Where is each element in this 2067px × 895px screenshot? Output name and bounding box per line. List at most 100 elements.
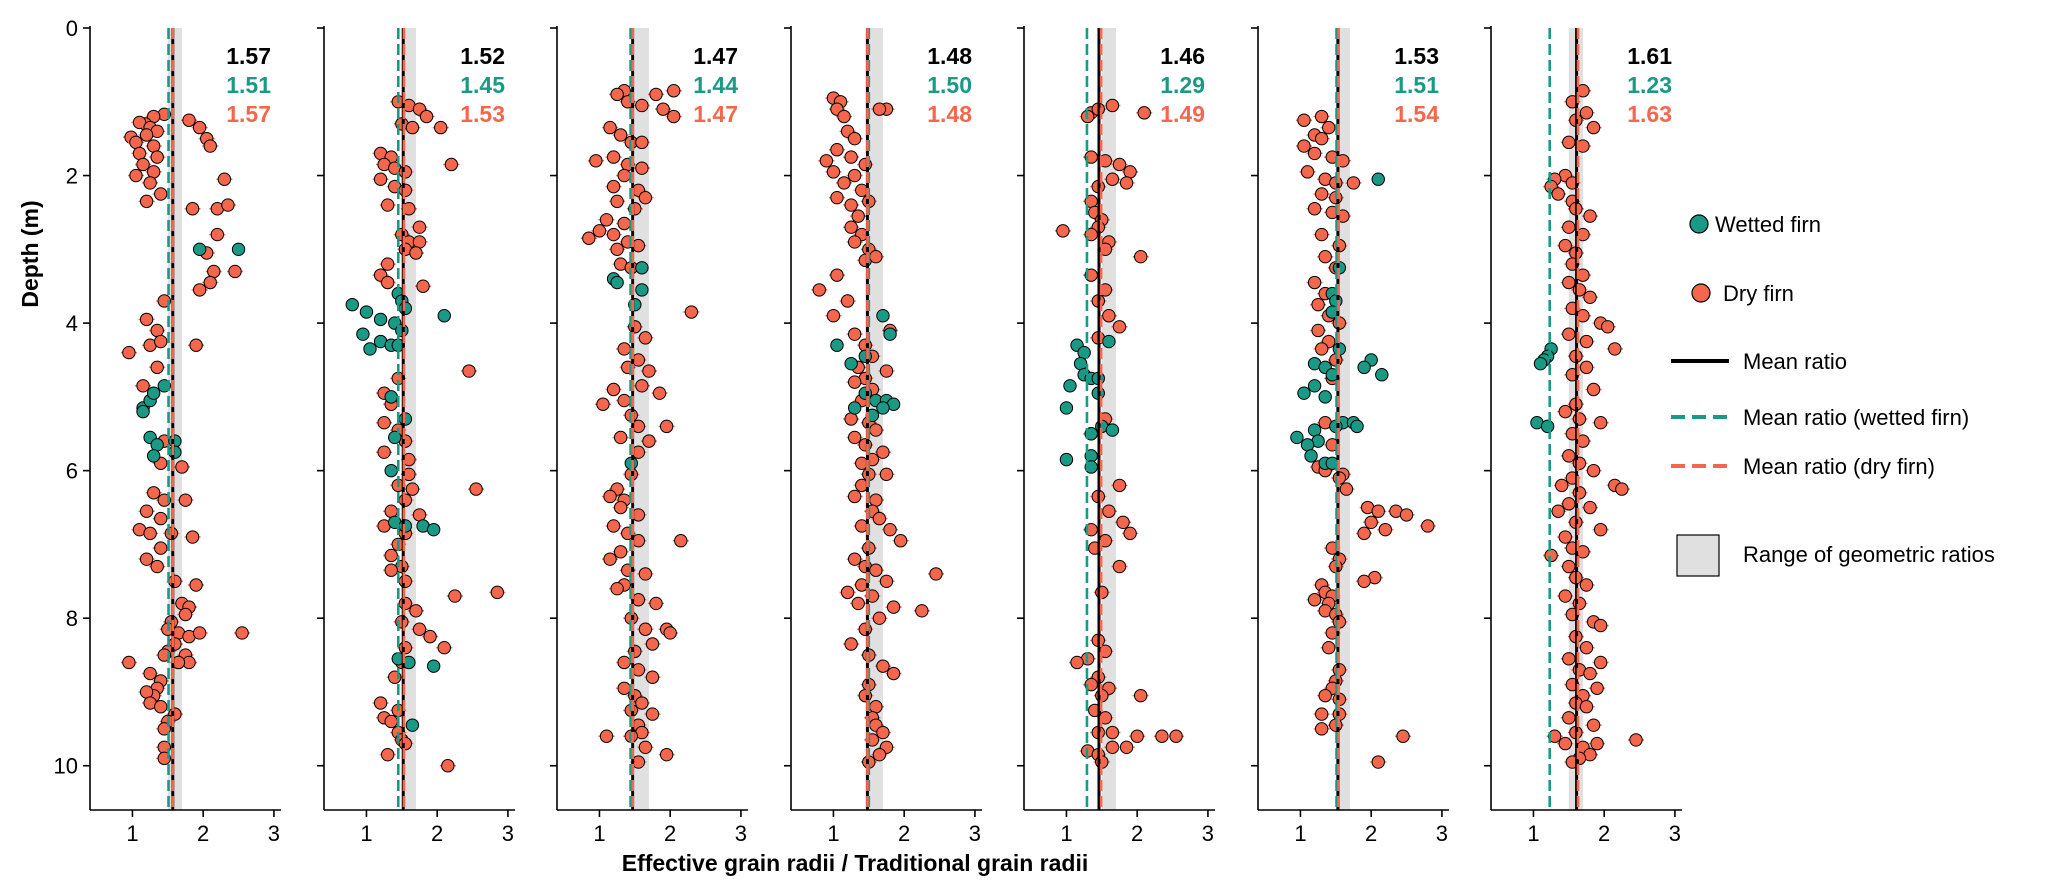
dry-point	[635, 98, 649, 113]
mean-wetted-value-label: 1.29	[1160, 72, 1205, 98]
dry-point	[1572, 456, 1587, 470]
dry-point	[146, 165, 161, 179]
legend-mean-label: Mean ratio	[1743, 349, 1847, 374]
dry-point	[603, 120, 617, 135]
dry-point	[606, 227, 621, 242]
mean-dry-value-label: 1.57	[226, 101, 271, 127]
dry-point	[635, 161, 649, 175]
dry-point	[1399, 508, 1414, 522]
dry-point	[182, 113, 196, 127]
mean-dry-value-label: 1.54	[1394, 101, 1439, 127]
dry-point	[844, 412, 858, 426]
dry-point	[667, 109, 681, 124]
x-tick-label: 1	[360, 821, 372, 846]
dry-point	[1579, 700, 1594, 714]
dry-point	[1572, 412, 1587, 426]
dry-point	[1593, 522, 1608, 537]
dry-point	[1070, 655, 1084, 670]
panel-3: 1 2 3 1.47 1.44 1.47	[550, 26, 748, 846]
dry-point	[1314, 131, 1329, 146]
wetted-point	[384, 463, 398, 478]
wetted-point	[1063, 379, 1077, 393]
dry-point	[613, 128, 628, 142]
dry-point	[592, 224, 607, 238]
dry-point	[844, 150, 858, 164]
dry-point	[830, 143, 844, 157]
x-tick-label: 2	[664, 821, 676, 846]
dry-point	[635, 379, 649, 393]
dry-point	[876, 659, 890, 673]
dry-point	[1105, 725, 1120, 740]
dry-point	[235, 626, 249, 640]
dry-point	[1314, 707, 1329, 721]
dry-point	[876, 725, 890, 740]
dry-point	[419, 109, 434, 124]
dry-point	[872, 611, 887, 625]
dry-point	[837, 109, 851, 124]
wetted-point	[231, 242, 246, 257]
dry-point	[1314, 227, 1329, 242]
dry-point	[879, 364, 894, 378]
dry-point	[373, 696, 388, 710]
wetted-point	[1304, 449, 1318, 463]
dry-point	[1322, 120, 1336, 135]
dry-point	[146, 486, 161, 500]
dry-point	[154, 700, 168, 714]
dry-point	[1562, 135, 1576, 150]
wetted-point	[1105, 423, 1120, 437]
legend-range-label: Range of geometric ratios	[1743, 542, 1995, 567]
wetted-point	[398, 412, 413, 426]
wetted-point	[1290, 430, 1304, 445]
mean-wetted-value-label: 1.51	[1394, 72, 1439, 98]
dry-point	[139, 128, 154, 142]
dry-point	[606, 519, 621, 533]
wetted-point	[844, 356, 858, 371]
dry-point	[1130, 729, 1144, 743]
wetted-point	[405, 718, 420, 732]
dry-point	[377, 445, 391, 459]
wetted-point	[345, 297, 359, 312]
y-tick-label: 2	[66, 164, 78, 189]
dry-point	[872, 747, 887, 762]
dry-point	[1134, 249, 1148, 264]
dry-point	[674, 534, 688, 548]
dry-point	[847, 168, 862, 183]
mean-wetted-value-label: 1.50	[927, 72, 972, 98]
wetted-point	[876, 401, 890, 415]
dry-point	[635, 135, 649, 150]
dry-point	[1544, 548, 1558, 563]
dry-point	[1579, 640, 1594, 655]
dry-point	[645, 637, 660, 651]
dry-point	[1322, 640, 1336, 655]
dry-point	[1593, 618, 1608, 633]
dry-point	[847, 552, 862, 566]
dry-point	[1593, 415, 1608, 430]
dry-point	[228, 264, 242, 279]
dry-point	[1112, 478, 1127, 493]
dry-point	[610, 242, 624, 257]
dry-point	[168, 574, 182, 589]
dry-point	[490, 585, 505, 600]
dry-point	[844, 220, 858, 234]
x-tick-label: 2	[431, 821, 443, 846]
dry-point	[384, 714, 398, 729]
dry-point	[1119, 740, 1134, 754]
dry-point	[398, 493, 413, 507]
dry-point	[617, 655, 631, 670]
dry-point	[412, 220, 427, 234]
dry-point	[1102, 309, 1116, 323]
mean-dry-value-label: 1.47	[693, 101, 738, 127]
dry-point	[398, 165, 413, 179]
dry-point	[847, 430, 862, 445]
dry-point	[876, 445, 890, 459]
dry-point	[1593, 655, 1608, 670]
dry-point	[384, 548, 398, 563]
mean-value-label: 1.47	[693, 43, 738, 69]
dry-point	[1307, 146, 1322, 161]
dry-point	[652, 386, 667, 400]
dry-point	[1314, 722, 1329, 736]
wetted-point	[1318, 390, 1332, 404]
dry-point	[1314, 109, 1329, 124]
